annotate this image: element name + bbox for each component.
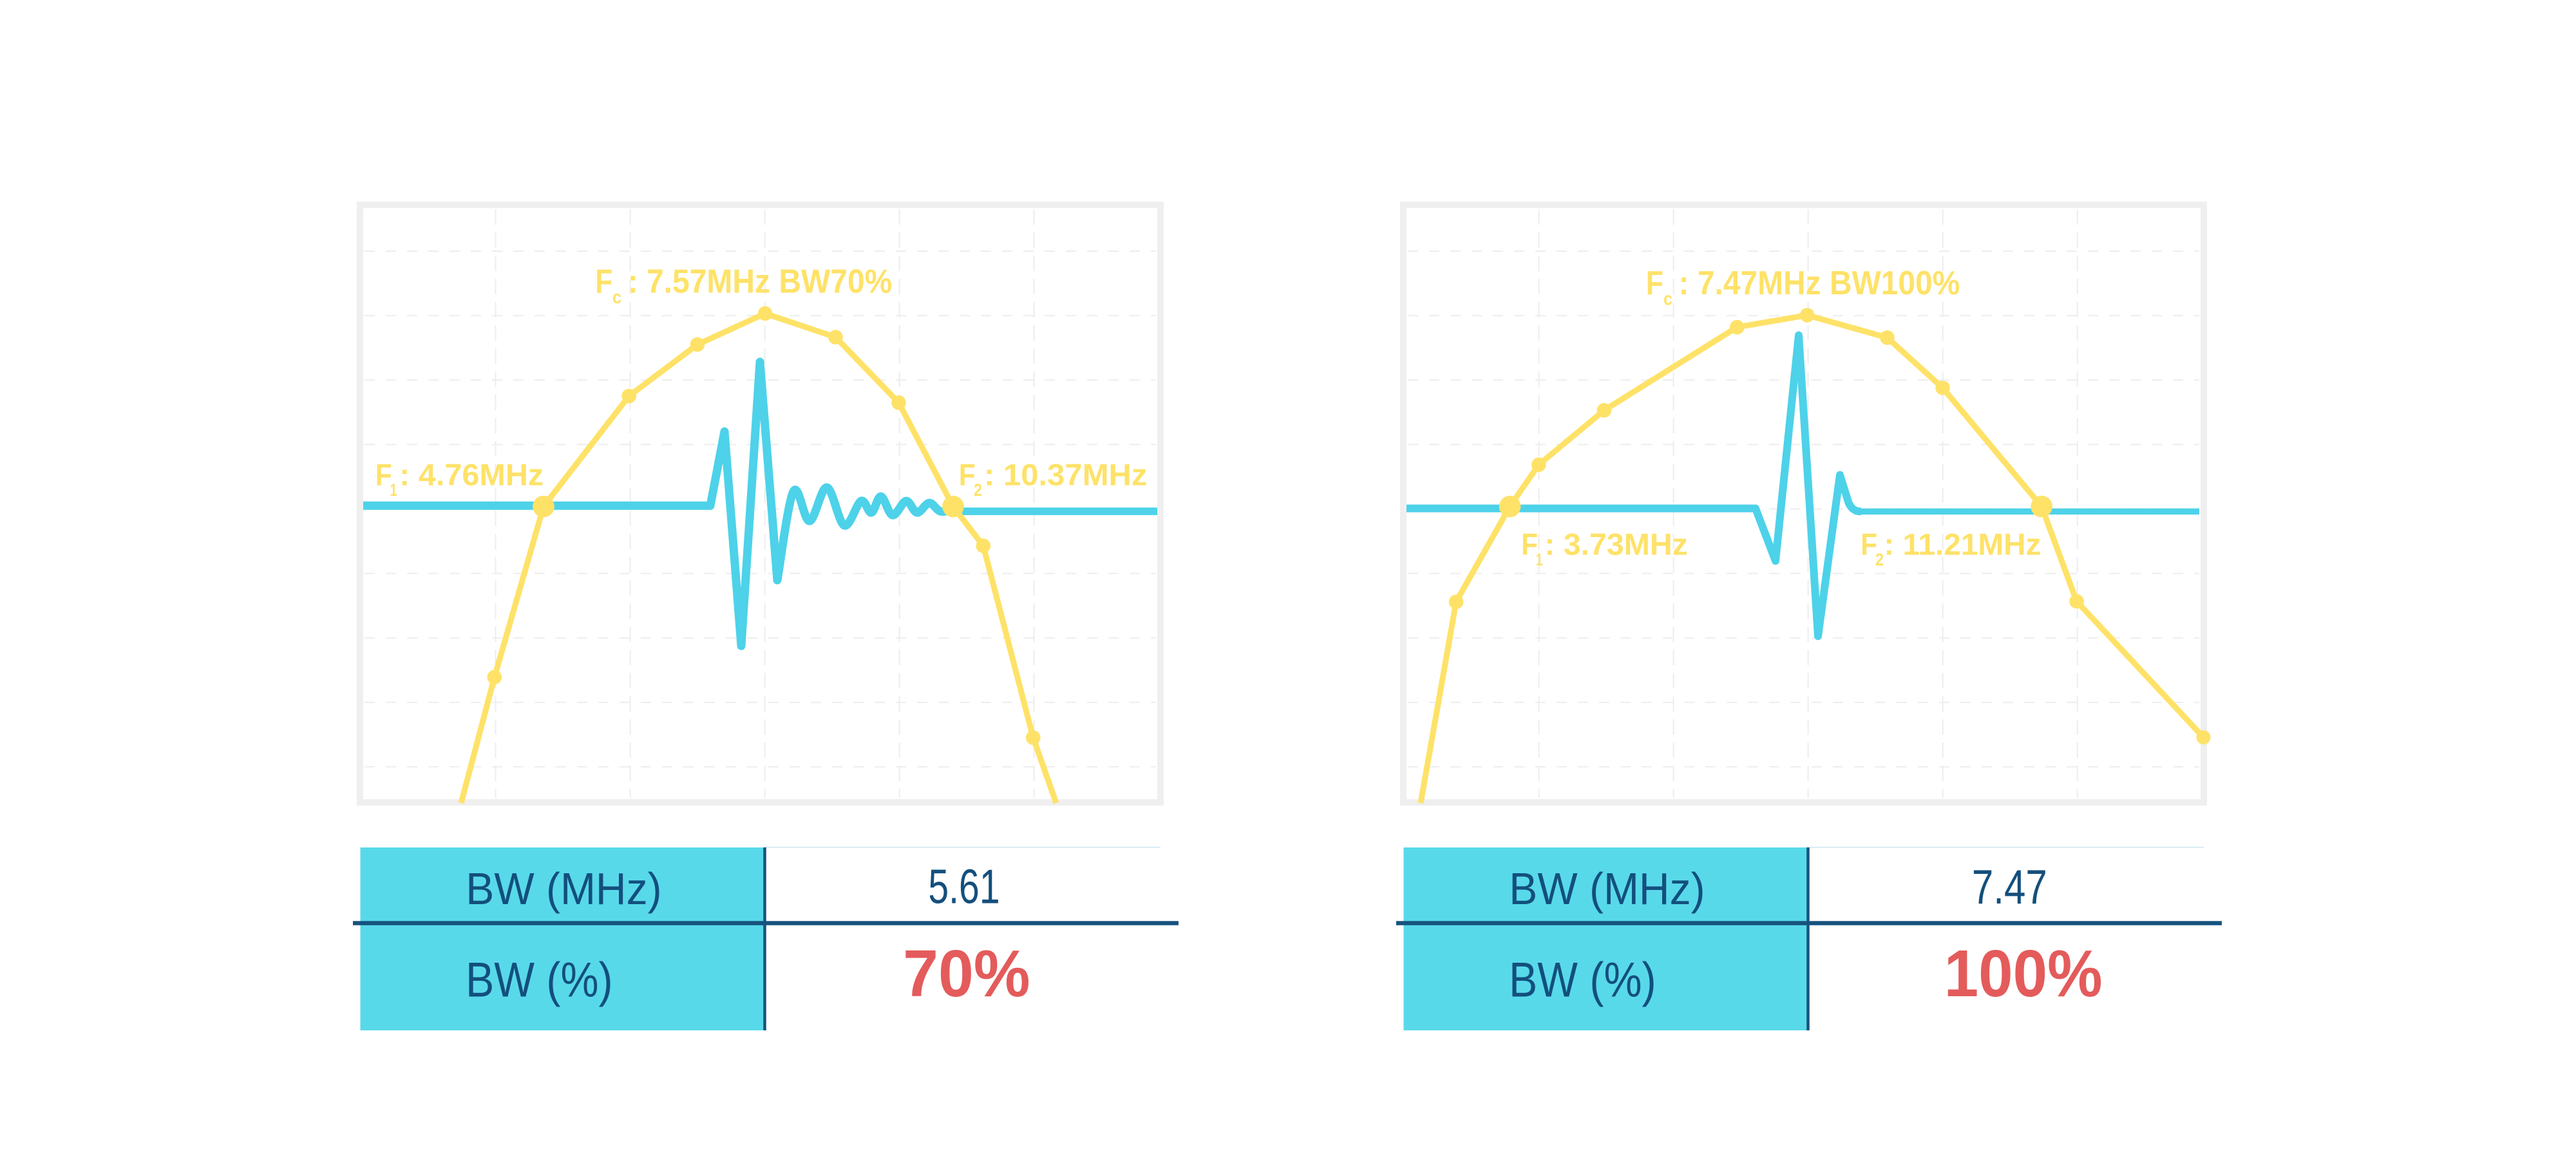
svg-text:100%: 100% (1944, 936, 2103, 1010)
svg-text:BW (%): BW (%) (1509, 953, 1656, 1008)
svg-text:c: c (612, 287, 621, 308)
svg-text:F: F (959, 459, 976, 493)
svg-text:BW (%): BW (%) (466, 953, 613, 1008)
svg-text:F: F (595, 263, 612, 300)
svg-text:1: 1 (390, 480, 397, 500)
svg-text:5.61: 5.61 (928, 860, 999, 914)
svg-text:: 7.47MHz BW100%: : 7.47MHz BW100% (1679, 265, 1960, 302)
svg-text:2: 2 (1875, 550, 1884, 569)
svg-text:: 3.73MHz: : 3.73MHz (1544, 528, 1688, 562)
svg-text:2: 2 (974, 480, 982, 500)
svg-text:70%: 70% (903, 936, 1030, 1010)
svg-text:c: c (1663, 289, 1672, 310)
svg-text:F: F (375, 459, 392, 493)
svg-text:: 11.21MHz: : 11.21MHz (1884, 528, 2041, 562)
svg-text:BW (MHz): BW (MHz) (1509, 864, 1705, 914)
svg-text:: 4.76MHz: : 4.76MHz (399, 459, 544, 493)
svg-text:F: F (1646, 265, 1663, 302)
svg-text:F: F (1521, 528, 1538, 562)
svg-text:: 7.57MHz BW70%: : 7.57MHz BW70% (628, 263, 893, 300)
svg-text:7.47: 7.47 (1972, 860, 2047, 914)
svg-text:F: F (1861, 528, 1877, 562)
svg-text:BW (MHz): BW (MHz) (466, 864, 661, 914)
svg-text:: 10.37MHz: : 10.37MHz (984, 459, 1148, 493)
svg-text:1: 1 (1536, 550, 1543, 569)
